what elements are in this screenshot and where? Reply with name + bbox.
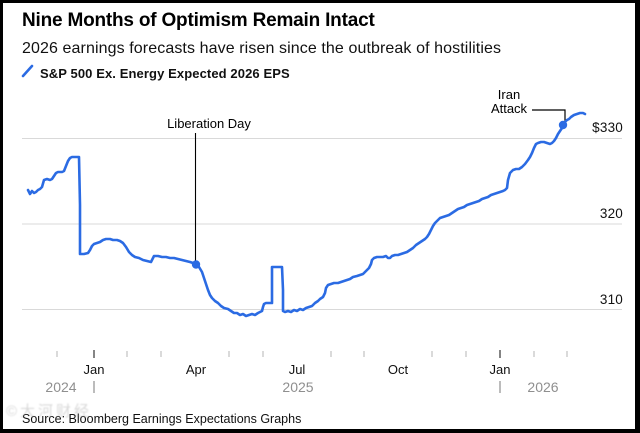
x-axis-year-label: 2026 — [527, 379, 559, 395]
annotation-iran-attack: Iran Attack — [486, 88, 532, 116]
x-axis-month-label: Jul — [288, 362, 306, 377]
x-axis-month-label: Oct — [387, 362, 409, 377]
legend-label: S&P 500 Ex. Energy Expected 2026 EPS — [40, 66, 290, 81]
annotation-liberation-day: Liberation Day — [167, 116, 251, 131]
x-axis-month-label: Jan — [83, 362, 105, 377]
legend-line-icon — [21, 64, 34, 83]
x-axis-month-label: Apr — [185, 362, 207, 377]
legend: S&P 500 Ex. Energy Expected 2026 EPS — [21, 64, 290, 83]
source-note: Source: Bloomberg Earnings Expectations … — [22, 412, 302, 426]
chart-subtitle: 2026 earnings forecasts have risen since… — [22, 40, 502, 57]
y-axis-label-330: $330 — [592, 120, 623, 135]
annotation-iran-attack-line1: Iran — [497, 87, 521, 102]
y-axis-label-310: 310 — [599, 292, 623, 307]
x-axis-year-label: 2025 — [282, 379, 314, 395]
watermark: ©大河财经 — [6, 403, 93, 420]
y-axis-label-320: 320 — [599, 206, 623, 221]
x-axis-year-label: 2024 — [45, 379, 77, 395]
x-axis-month-label: Jan — [489, 362, 511, 377]
page-title: Nine Months of Optimism Remain Intact — [22, 10, 375, 31]
annotation-iran-attack-line2: Attack — [490, 101, 528, 116]
